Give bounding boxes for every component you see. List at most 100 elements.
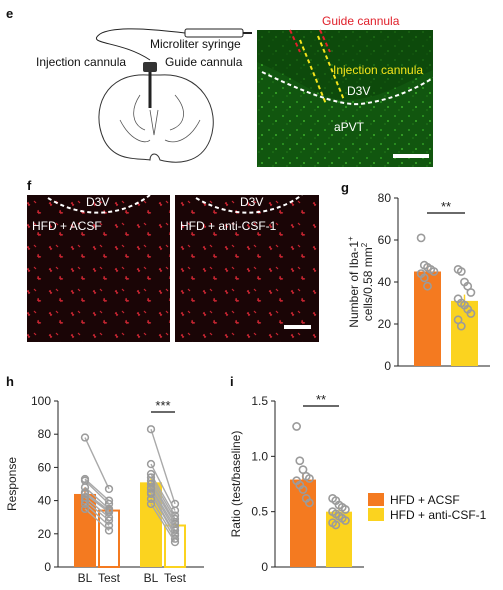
panel-e-letter: e <box>6 6 13 21</box>
label-guide-cannula: Guide cannula <box>165 55 243 69</box>
h-point-bl <box>146 489 156 499</box>
i-point <box>340 516 350 525</box>
f-left-condition: HFD + ACSF <box>32 219 102 233</box>
f-right-d3v: D3V <box>240 195 263 209</box>
g-point <box>429 267 439 276</box>
h-point-bl <box>146 459 156 469</box>
i-significance: ** <box>316 392 326 407</box>
g-y-tick-label: 40 <box>378 275 392 289</box>
i-y-tick-label: 1.0 <box>251 449 268 463</box>
i-bar <box>290 479 316 567</box>
g-y-tick-label: 20 <box>378 317 392 331</box>
g-point <box>423 281 432 291</box>
h-pair-line <box>84 478 110 502</box>
legend-label-anti: HFD + anti-CSF-1 <box>390 508 487 522</box>
h-point-bl <box>80 504 90 514</box>
legend-label-acsf: HFD + ACSF <box>390 493 460 507</box>
i-point <box>292 422 301 431</box>
g-point <box>456 321 466 331</box>
g-point <box>466 309 476 318</box>
micro-d3v: D3V <box>347 84 370 98</box>
micrograph-red-right <box>175 194 319 342</box>
panel-g-letter: g <box>341 180 349 195</box>
h-pair-line <box>84 491 110 512</box>
h-x-tick-label: Test <box>98 571 121 585</box>
h-pair-line <box>84 480 110 505</box>
h-ylabel: Response <box>5 457 19 511</box>
f-left-d3v: D3V <box>86 195 109 209</box>
h-point-test <box>170 534 180 543</box>
h-point-test <box>104 508 114 517</box>
h-pair-line <box>150 483 176 525</box>
h-point-test <box>104 526 114 535</box>
micrograph-green <box>257 29 434 167</box>
h-pair-line <box>84 508 110 532</box>
g-point <box>419 273 429 283</box>
g-point <box>466 288 476 297</box>
i-y-tick-label: 0 <box>261 560 268 574</box>
h-y-tick-label: 60 <box>38 460 52 474</box>
panel-i-letter: i <box>230 374 234 389</box>
i-point <box>298 485 308 494</box>
h-pair-line <box>150 498 176 540</box>
g-y-tick-label: 80 <box>378 191 392 205</box>
g-ylabel-line2: cells/0.58 mm2 <box>360 242 375 321</box>
h-point-bl <box>80 499 90 509</box>
h-point-bl <box>146 425 156 434</box>
i-point <box>304 498 314 508</box>
g-y-tick-label: 0 <box>384 359 391 373</box>
g-bar <box>414 271 441 366</box>
h-pair-line <box>84 437 110 490</box>
f-right-condition: HFD + anti-CSF-1 <box>180 219 277 233</box>
micro-injection-cannula: Injection cannula <box>333 63 423 77</box>
h-point-test <box>104 484 114 494</box>
brain-schematic <box>96 28 252 163</box>
g-y-tick-label: 60 <box>378 233 392 247</box>
h-y-tick-label: 20 <box>38 527 52 541</box>
chart-i: 0 0.5 1.0 1.5 ** Ratio (test/baseline) <box>229 392 364 574</box>
legend-swatch-anti <box>368 508 384 521</box>
g-ylabel-line1: Number of Iba-1+ <box>346 236 361 328</box>
h-pair-line <box>150 488 176 531</box>
label-injection-cannula: Injection cannula <box>36 55 126 69</box>
h-significance: *** <box>155 398 170 413</box>
h-pair-line <box>150 463 176 511</box>
h-x-tick-label: Test <box>164 571 187 585</box>
h-point-test <box>170 537 180 547</box>
i-point <box>304 474 314 483</box>
panel-f-letter: f <box>27 178 32 193</box>
h-y-tick-label: 80 <box>38 427 52 441</box>
h-y-tick-label: 40 <box>38 494 52 508</box>
i-ylabel: Ratio (test/baseline) <box>229 431 243 538</box>
panel-h-letter: h <box>6 374 14 389</box>
i-point <box>295 456 305 466</box>
h-pair-line <box>150 503 176 543</box>
i-point <box>331 520 341 530</box>
h-x-tick-label: BL <box>144 571 159 585</box>
h-point-test <box>104 516 114 525</box>
legend-swatch-acsf <box>368 493 384 506</box>
g-point <box>416 233 426 243</box>
h-point-test <box>104 521 114 530</box>
h-x-tick-label: BL <box>78 571 93 585</box>
i-point <box>340 505 350 514</box>
i-point <box>298 465 308 475</box>
h-pair-line <box>150 429 176 505</box>
legend: HFD + ACSF HFD + anti-CSF-1 <box>368 493 487 522</box>
h-y-tick-label: 0 <box>44 560 51 574</box>
h-pair-line <box>84 486 110 510</box>
h-pair-line <box>84 503 110 527</box>
i-y-tick-label: 1.5 <box>251 394 268 408</box>
chart-g: 0 20 40 60 80 ** Number of Iba-1+cells/0.58 mm… <box>346 191 490 373</box>
h-point-bl <box>80 433 90 442</box>
h-pair-line <box>150 493 176 536</box>
micro-guide-cannula: Guide cannula <box>322 14 400 28</box>
h-y-tick-label: 100 <box>31 394 51 408</box>
micrograph-red-left <box>27 194 170 342</box>
chart-h: 0 20 40 60 80 100 BL Test BL Test *** Response <box>5 394 204 585</box>
h-point-bl <box>146 494 156 504</box>
label-microliter-syringe: Microliter syringe <box>150 37 241 51</box>
h-point-bl <box>146 499 156 509</box>
g-point <box>456 267 466 276</box>
